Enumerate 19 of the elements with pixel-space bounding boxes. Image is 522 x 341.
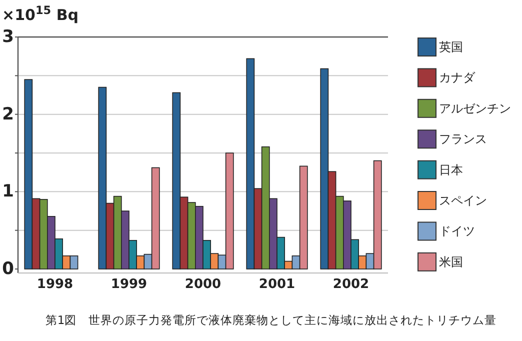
legend-label: カナダ	[439, 70, 476, 85]
legend-label: 日本	[439, 162, 463, 177]
x-tick-label: 1998	[36, 277, 74, 292]
x-tick-label: 2002	[332, 277, 370, 292]
legend-label: 英国	[439, 40, 463, 54]
legend-label: フランス	[439, 132, 487, 146]
legend-label: ドイツ	[439, 224, 475, 238]
y-tick-label: 3	[2, 27, 14, 47]
y-tick-label: 2	[2, 104, 14, 124]
y-tick-label: 1	[2, 182, 14, 202]
x-tick-label: 1999	[110, 277, 148, 292]
legend-label: アルゼンチン	[439, 101, 511, 116]
legend-label: スペイン	[439, 194, 487, 208]
text: 第1図 世界の原子力発電所で液体廃棄物として主に海域に放出されたトリチウム量	[45, 313, 497, 327]
x-tick-label: 2000	[184, 277, 222, 292]
x-tick-label: 2001	[258, 277, 296, 292]
y-axis-title: ×10$^{15}$ Bq	[2, 4, 79, 24]
legend-label: 米国	[439, 254, 463, 269]
y-tick-label: 0	[2, 259, 14, 279]
